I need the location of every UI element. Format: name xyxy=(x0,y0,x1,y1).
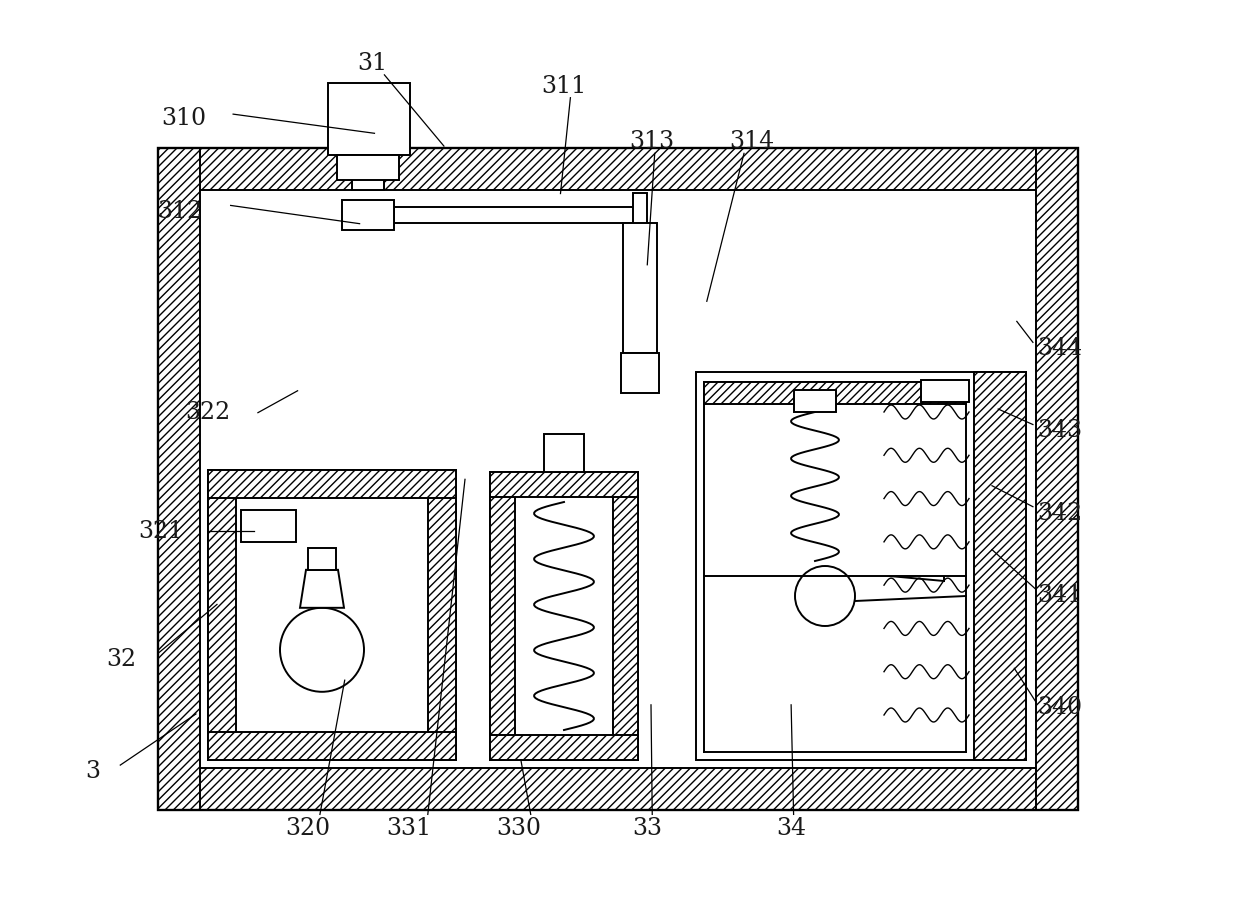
Bar xyxy=(428,470,456,760)
Text: 31: 31 xyxy=(357,52,387,76)
Bar xyxy=(208,470,236,760)
Text: 310: 310 xyxy=(161,107,206,131)
Text: 330: 330 xyxy=(496,816,541,840)
Text: 321: 321 xyxy=(139,519,184,543)
Bar xyxy=(329,83,410,155)
Bar xyxy=(342,200,394,230)
Polygon shape xyxy=(300,570,343,608)
Bar xyxy=(208,732,456,760)
Text: 312: 312 xyxy=(157,200,202,224)
Bar xyxy=(308,548,336,570)
Text: 32: 32 xyxy=(107,647,136,671)
Bar xyxy=(621,353,658,393)
Bar xyxy=(921,380,968,402)
Bar xyxy=(490,472,639,497)
Bar xyxy=(157,768,1078,810)
Bar xyxy=(490,472,639,760)
Bar xyxy=(704,382,966,404)
Bar xyxy=(632,193,647,237)
Bar xyxy=(544,434,584,472)
Bar xyxy=(208,470,456,498)
Text: 331: 331 xyxy=(387,816,432,840)
Text: 311: 311 xyxy=(542,75,587,99)
Bar xyxy=(490,472,515,760)
Bar xyxy=(973,372,1025,760)
Bar xyxy=(696,372,1025,760)
Bar xyxy=(490,735,639,760)
Bar xyxy=(208,470,456,760)
Bar xyxy=(1035,148,1078,810)
Bar xyxy=(241,510,296,542)
Text: 313: 313 xyxy=(630,130,675,153)
Text: 314: 314 xyxy=(729,130,774,153)
Text: 320: 320 xyxy=(285,816,330,840)
Text: 340: 340 xyxy=(1038,696,1083,719)
Bar xyxy=(794,390,836,412)
Text: 33: 33 xyxy=(632,816,662,840)
Bar xyxy=(157,148,1078,810)
Text: 343: 343 xyxy=(1038,419,1083,443)
Text: 342: 342 xyxy=(1038,501,1083,525)
Bar xyxy=(622,223,657,353)
Bar xyxy=(352,155,384,190)
Bar xyxy=(157,148,200,810)
Text: 341: 341 xyxy=(1038,583,1083,607)
Bar xyxy=(613,472,639,760)
Text: 34: 34 xyxy=(776,816,806,840)
Bar xyxy=(337,155,399,180)
Bar xyxy=(704,382,966,576)
Bar xyxy=(394,207,640,223)
Text: 344: 344 xyxy=(1038,337,1083,361)
Text: 3: 3 xyxy=(86,760,100,783)
Text: 322: 322 xyxy=(186,401,231,425)
Bar xyxy=(157,148,1078,190)
